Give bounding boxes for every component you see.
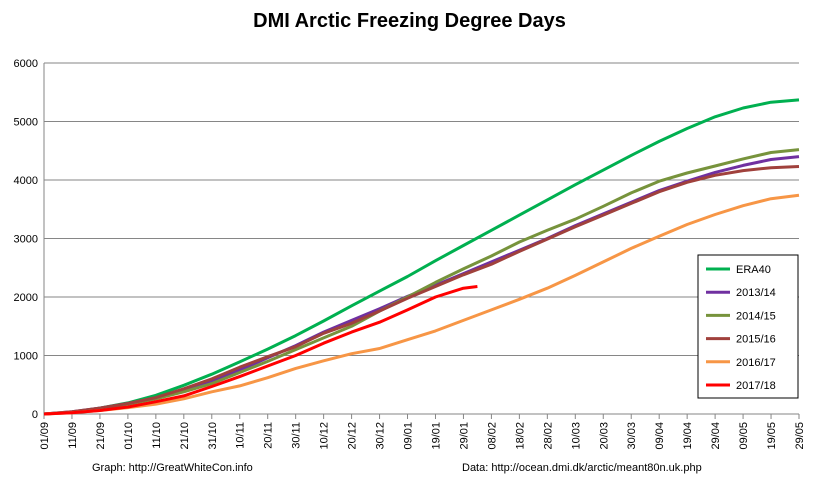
x-tick-label: 30/03 <box>626 422 638 450</box>
legend: ERA40 2013/14 2014/15 2015/16 2016/17 2017/18 <box>697 254 799 399</box>
legend-label: 2017/18 <box>736 380 776 392</box>
grid-lines <box>44 62 799 356</box>
series-line-2013/14 <box>43 155 800 416</box>
legend-label: 2013/14 <box>736 287 776 299</box>
y-tick-label: 1000 <box>14 351 38 363</box>
x-tick-label: 09/04 <box>654 422 666 450</box>
x-tick-label: 30/11 <box>291 422 303 449</box>
x-tick-label: 10/11 <box>235 422 247 449</box>
x-tick-label: 21/10 <box>179 422 191 450</box>
series-line-2016/17 <box>43 193 800 416</box>
x-tick-label: 01/09 <box>39 422 51 450</box>
x-tick-label: 29/04 <box>710 422 722 450</box>
x-tick-label: 11/09 <box>67 422 79 449</box>
x-tick-label: 10/03 <box>570 422 582 450</box>
chart-title: DMI Arctic Freezing Degree Days <box>253 10 566 32</box>
y-tick-label: 5000 <box>14 117 38 129</box>
y-tick-label: 3000 <box>14 234 38 246</box>
series-line-2017/18 <box>43 285 478 416</box>
y-tick-label: 6000 <box>14 58 38 70</box>
x-tick-label: 10/12 <box>319 422 331 450</box>
y-tick-label: 0 <box>32 409 38 421</box>
x-tick-label: 29/01 <box>458 422 470 450</box>
legend-label: 2015/16 <box>736 334 776 346</box>
legend-label: ERA40 <box>736 264 771 276</box>
data-credit: Data: http://ocean.dmi.dk/arctic/meant80… <box>462 462 702 474</box>
axes <box>43 63 799 415</box>
x-tick-label: 31/10 <box>207 422 219 450</box>
x-tick-label: 30/12 <box>375 422 387 450</box>
series-lines <box>43 98 800 416</box>
x-tick-label: 21/09 <box>95 422 107 450</box>
y-tick-label: 4000 <box>14 175 38 187</box>
series-line-2014/15 <box>43 148 800 416</box>
series-line-2015/16 <box>43 165 800 416</box>
x-tick-label: 19/01 <box>430 422 442 450</box>
series-line-ERA40 <box>43 98 800 416</box>
x-tick-label: 09/01 <box>403 422 415 450</box>
x-tick-label: 29/05 <box>794 422 806 450</box>
x-tick-label: 20/11 <box>263 422 275 449</box>
x-tick-label: 08/02 <box>486 422 498 450</box>
x-axis-ticks: 01/09 11/09 21/09 01/10 11/10 21/10 31/10 10/11… <box>39 414 806 450</box>
x-tick-label: 20/03 <box>598 422 610 450</box>
x-tick-label: 18/02 <box>514 422 526 450</box>
x-tick-label: 20/12 <box>347 422 359 450</box>
x-tick-label: 19/04 <box>682 422 694 450</box>
y-tick-label: 2000 <box>14 292 38 304</box>
graph-credit: Graph: http://GreatWhiteCon.info <box>92 462 253 474</box>
x-tick-label: 19/05 <box>766 422 778 450</box>
legend-label: 2016/17 <box>736 357 776 369</box>
legend-label: 2014/15 <box>736 310 776 322</box>
x-tick-label: 01/10 <box>123 422 135 450</box>
y-axis-ticks: 0 1000 2000 3000 4000 5000 6000 <box>14 58 38 421</box>
x-tick-label: 28/02 <box>542 422 554 450</box>
x-tick-label: 09/05 <box>738 422 750 450</box>
legend-box <box>697 254 799 399</box>
x-tick-label: 11/10 <box>151 422 163 449</box>
